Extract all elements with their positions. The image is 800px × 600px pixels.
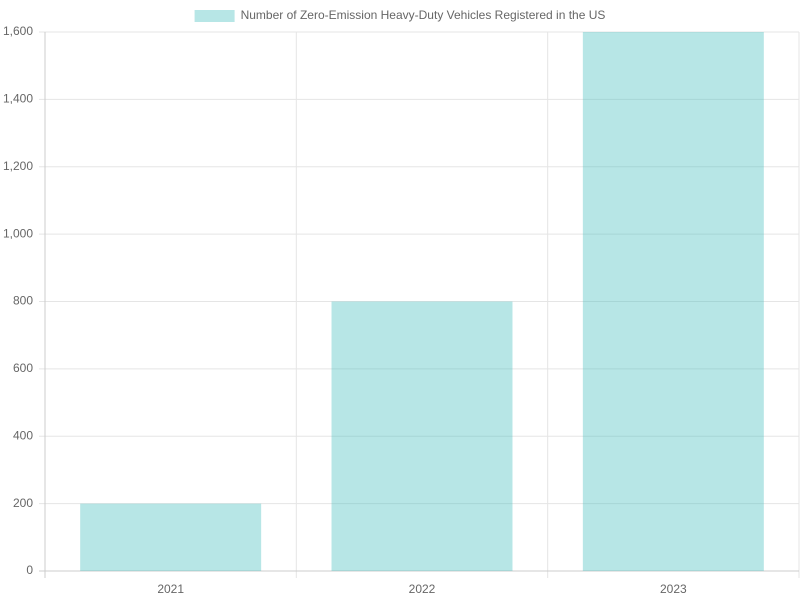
- legend-label: Number of Zero-Emission Heavy-Duty Vehic…: [241, 8, 606, 22]
- y-tick-label: 200: [13, 496, 33, 510]
- y-tick-label: 400: [13, 428, 33, 442]
- y-tick-label: 1,000: [3, 226, 33, 240]
- y-tick-label: 0: [26, 563, 33, 577]
- y-tick-label: 1,600: [3, 24, 33, 38]
- x-tick-label: 2021: [157, 582, 184, 596]
- bar: [582, 32, 764, 571]
- legend-swatch: [194, 10, 235, 22]
- y-tick-label: 1,400: [3, 92, 33, 106]
- y-tick-label: 800: [13, 294, 33, 308]
- bar: [331, 301, 513, 571]
- bar: [80, 503, 262, 571]
- y-tick-label: 1,200: [3, 159, 33, 173]
- x-tick-label: 2023: [660, 582, 687, 596]
- x-tick-label: 2022: [409, 582, 436, 596]
- y-tick-label: 600: [13, 361, 33, 375]
